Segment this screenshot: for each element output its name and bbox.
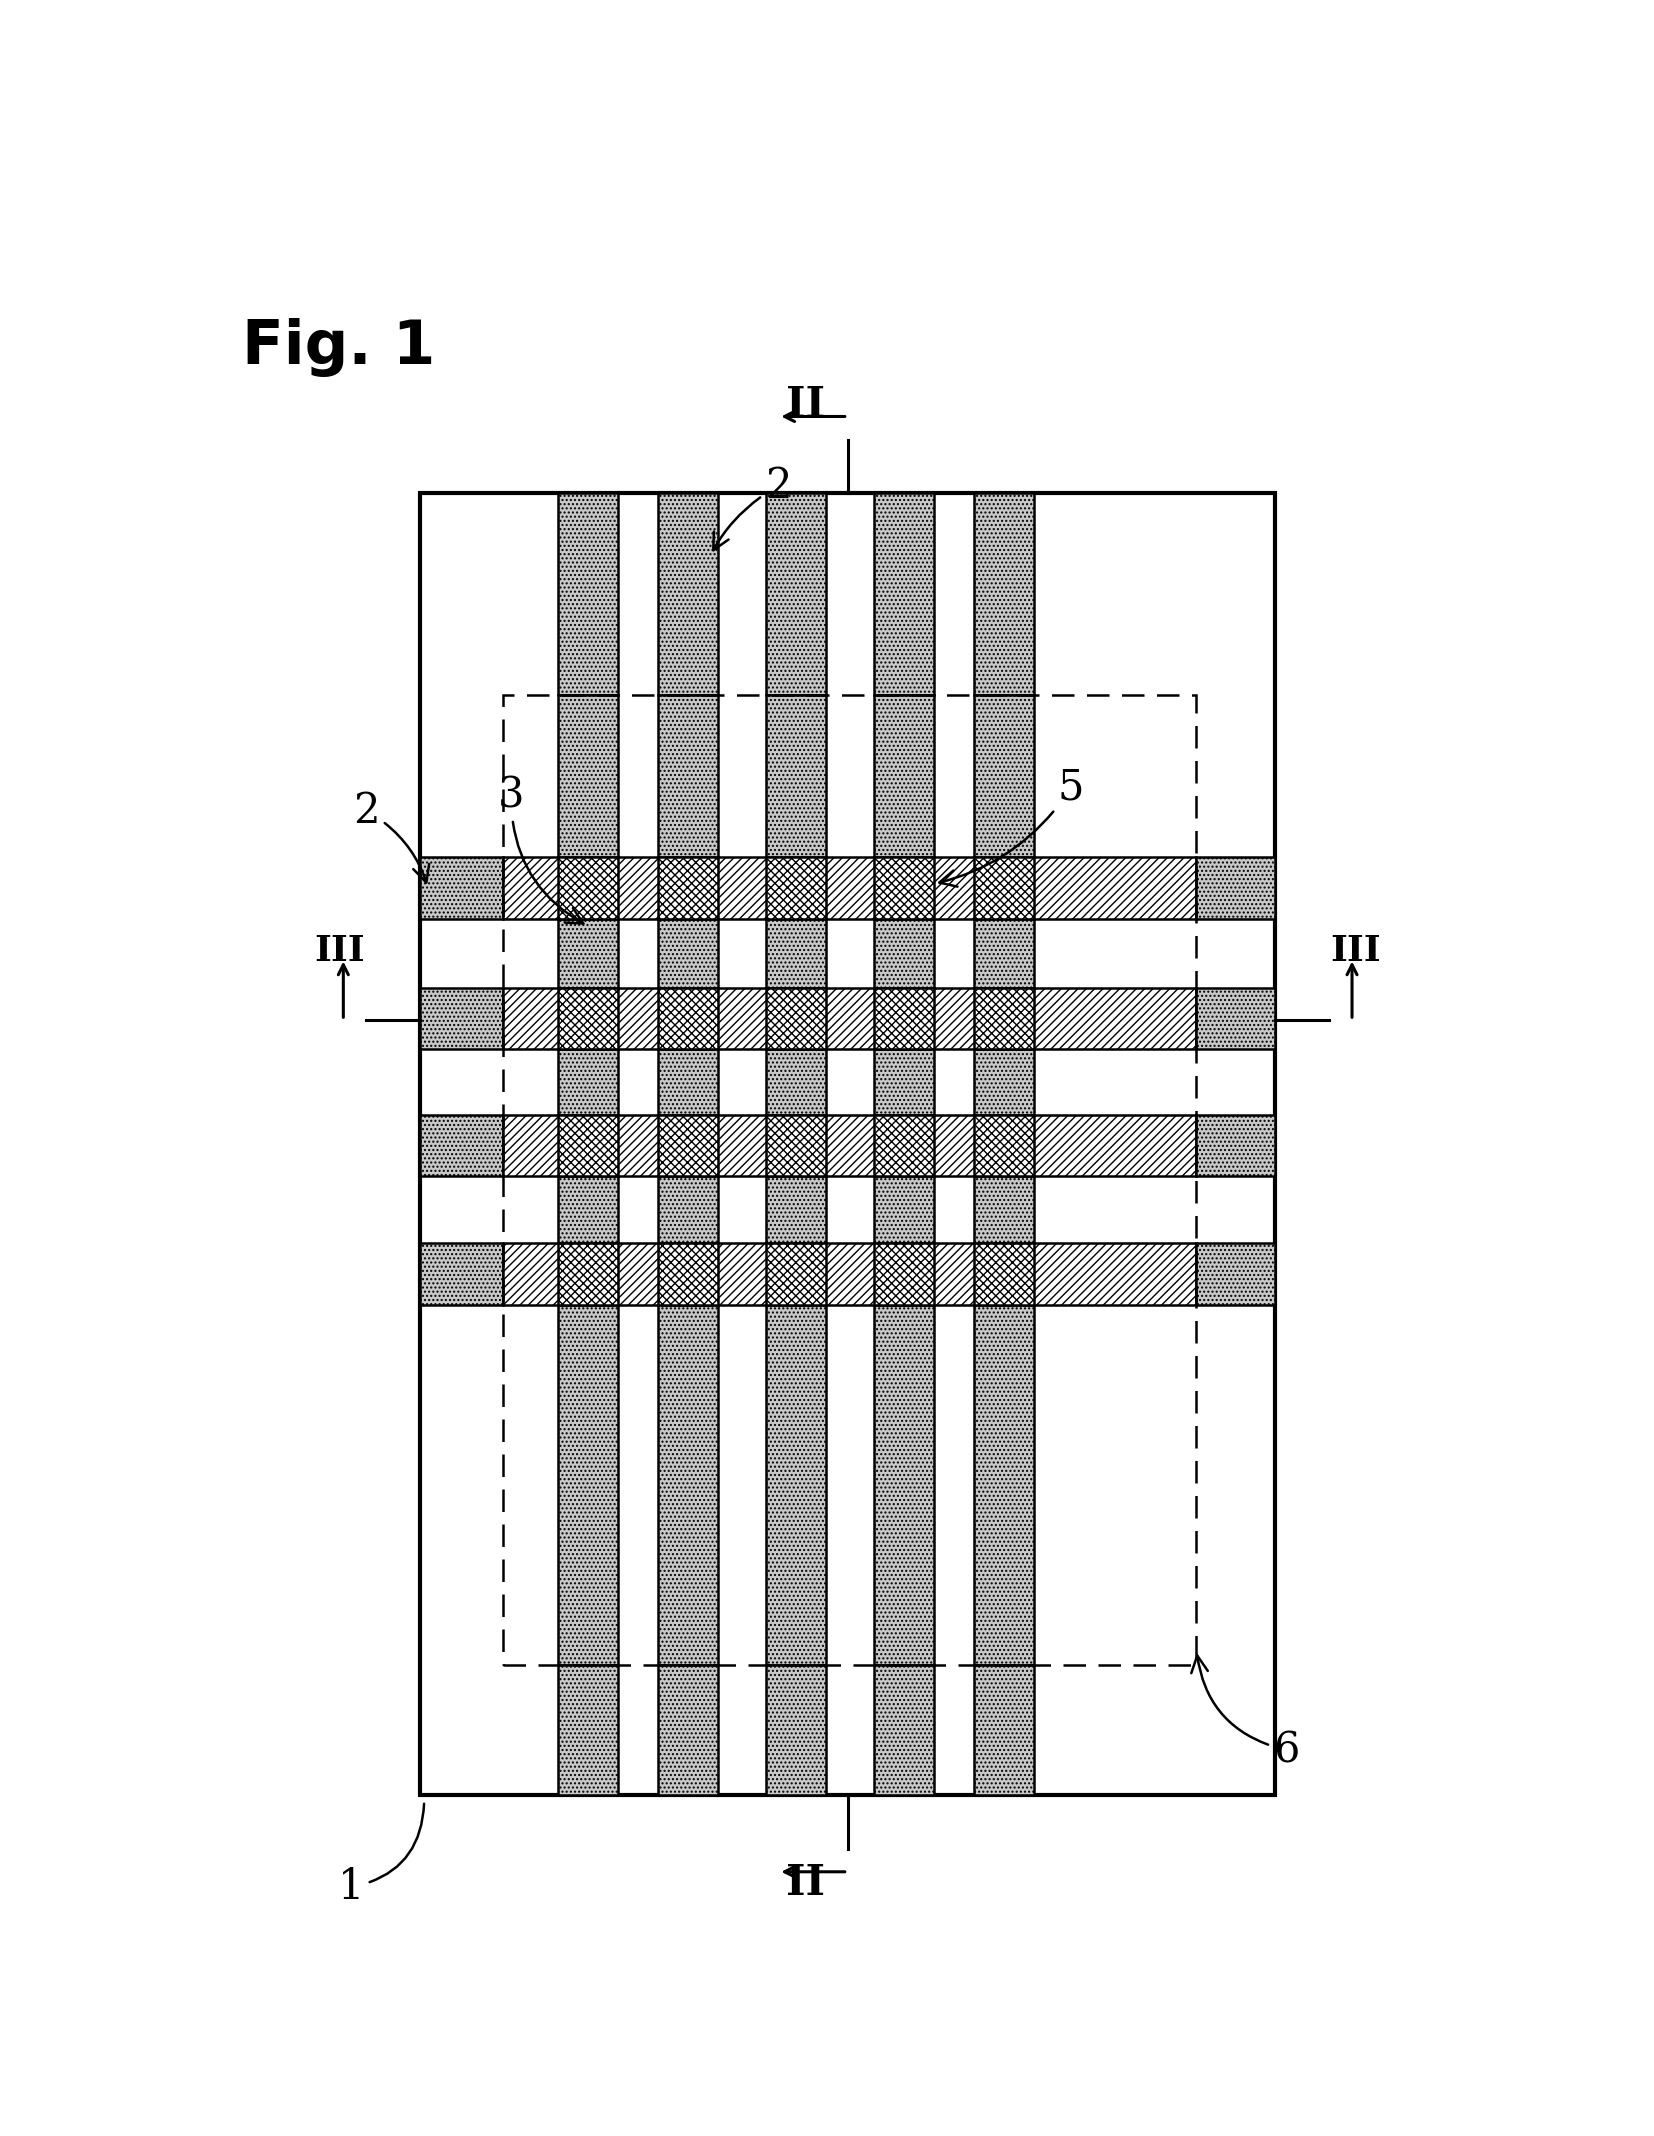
Bar [974, 694, 1034, 1666]
Text: II: II [786, 384, 825, 425]
Bar [766, 493, 825, 694]
Bar [974, 1666, 1034, 1794]
Bar [873, 1115, 935, 1177]
Bar [766, 987, 825, 1049]
Text: 6: 6 [1191, 1655, 1300, 1771]
Text: 2: 2 [352, 790, 428, 882]
Bar [557, 1115, 619, 1177]
Bar [420, 1243, 503, 1305]
Bar [1196, 987, 1275, 1049]
Bar [420, 493, 1275, 1794]
Bar [766, 857, 825, 918]
Bar [420, 987, 503, 1049]
Bar [974, 1243, 1034, 1305]
Bar [873, 1243, 935, 1305]
Bar [1196, 857, 1275, 918]
Bar [873, 493, 935, 694]
Bar [873, 987, 935, 1049]
Bar [974, 987, 1034, 1049]
Bar [557, 987, 619, 1049]
Bar [658, 694, 718, 1666]
Bar [658, 1243, 718, 1305]
Bar [658, 493, 718, 694]
Bar [557, 857, 619, 918]
Bar [766, 694, 825, 1666]
Bar [503, 694, 1196, 1666]
Bar [557, 1243, 619, 1305]
Bar [420, 857, 503, 918]
Bar [658, 857, 718, 918]
Bar [557, 493, 619, 694]
Bar [1196, 1115, 1275, 1177]
Text: 3: 3 [498, 775, 584, 923]
Bar [974, 1115, 1034, 1177]
Bar [557, 1666, 619, 1794]
Bar [557, 694, 619, 1666]
Bar [974, 493, 1034, 694]
Text: Fig. 1: Fig. 1 [241, 318, 435, 376]
Bar [658, 1666, 718, 1794]
Bar [873, 857, 935, 918]
Bar [503, 857, 1196, 918]
Bar [766, 1243, 825, 1305]
Bar [503, 1243, 1196, 1305]
Text: III: III [314, 933, 366, 968]
Bar [658, 1115, 718, 1177]
Bar [766, 1666, 825, 1794]
Text: III: III [1330, 933, 1381, 968]
Text: 2: 2 [713, 466, 792, 551]
Bar [974, 857, 1034, 918]
Bar [1196, 1243, 1275, 1305]
Bar [658, 987, 718, 1049]
Bar [503, 1115, 1196, 1177]
Bar [873, 1666, 935, 1794]
Text: 5: 5 [939, 767, 1085, 886]
Bar [766, 1115, 825, 1177]
Bar [873, 694, 935, 1666]
Text: 1: 1 [337, 1803, 423, 1907]
Bar [420, 1115, 503, 1177]
Text: II: II [786, 1863, 825, 1905]
Bar [503, 987, 1196, 1049]
